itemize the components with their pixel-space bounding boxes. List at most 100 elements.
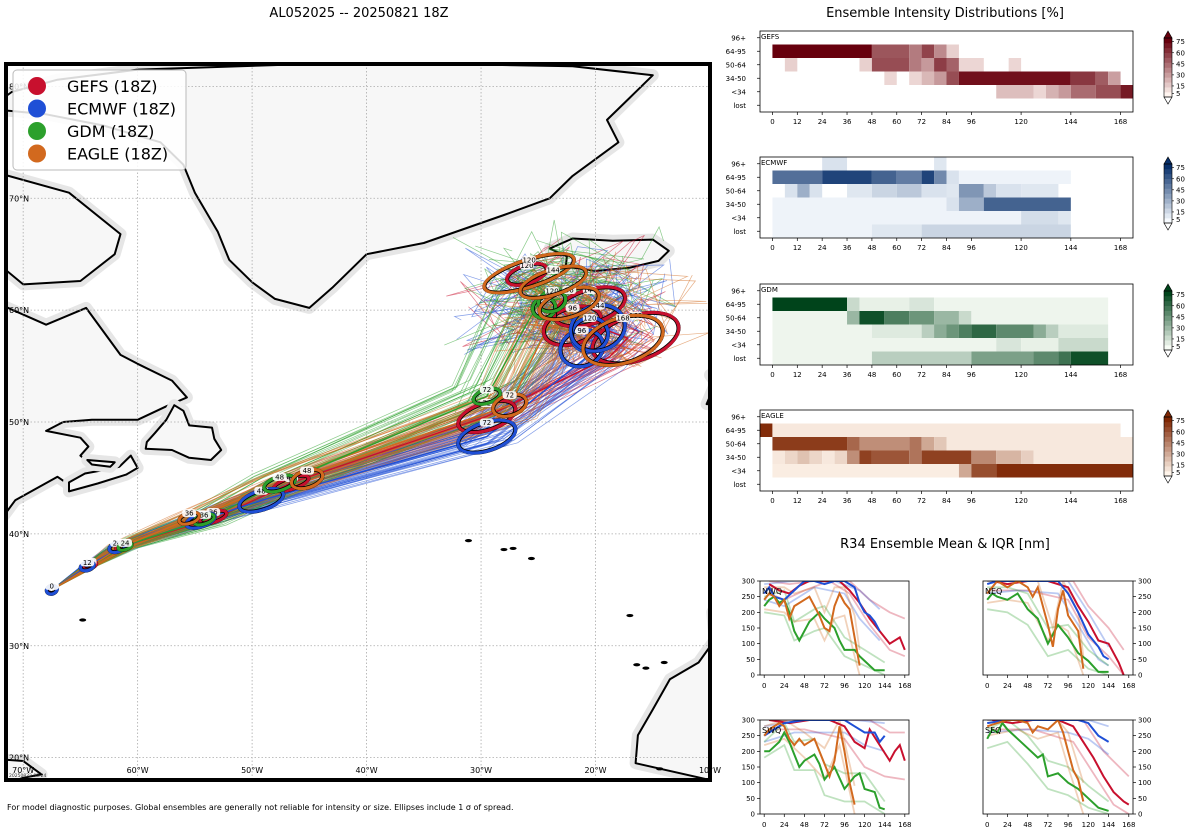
land-ireland bbox=[705, 373, 710, 406]
small-island bbox=[500, 547, 508, 552]
heatmap-cell bbox=[797, 184, 810, 198]
r34-x-label: 120 bbox=[1082, 821, 1095, 829]
colorbar-step bbox=[1164, 47, 1172, 54]
heatmap-row-label: lost bbox=[733, 228, 746, 236]
heatmap-x-label: 84 bbox=[942, 118, 951, 126]
heatmap-cell bbox=[809, 450, 823, 464]
heatmap-row-label: <34 bbox=[731, 341, 746, 349]
heatmap-x-label: 120 bbox=[1014, 497, 1027, 505]
heatmap-cell bbox=[921, 437, 935, 451]
heatmap-cell bbox=[946, 44, 959, 58]
r34-panel-nwq: NWQ 0 24 48 72 96 120 144 168 0 50 100 150 200 250 300 bbox=[742, 578, 912, 691]
heatmap-cell bbox=[884, 311, 910, 325]
heatmap-cell bbox=[772, 211, 1022, 225]
r34-iqr-ecmwf bbox=[987, 581, 1110, 648]
r34-iqr-ecmwf bbox=[987, 728, 1110, 756]
heatmap-x-label: 120 bbox=[1014, 371, 1027, 379]
r34-quadrant-label: SEQ bbox=[985, 726, 1001, 735]
r34-y-label: 300 bbox=[742, 578, 755, 586]
lon-label: 70°W bbox=[12, 766, 34, 775]
heatmap-cell bbox=[921, 58, 935, 72]
colorbar-step bbox=[1164, 300, 1172, 307]
r34-iqr-ecmwf bbox=[764, 581, 881, 610]
colorbar-step bbox=[1164, 198, 1172, 204]
ellipse-label: 72 bbox=[482, 419, 491, 427]
heatmap-name: ECMWF bbox=[761, 159, 787, 167]
heatmap-cell bbox=[1070, 71, 1096, 85]
r34-x-label: 168 bbox=[898, 821, 911, 829]
colorbar-label: 5 bbox=[1176, 90, 1180, 98]
heatmap-cell bbox=[1058, 338, 1109, 352]
r34-x-label: 168 bbox=[1122, 821, 1135, 829]
colorbar-step bbox=[1164, 461, 1172, 467]
r34-iqr-gdm bbox=[763, 743, 886, 814]
heatmap-cell bbox=[934, 297, 1109, 311]
land-nova-scotia bbox=[68, 454, 139, 493]
heatmap-cell bbox=[996, 184, 1022, 198]
colorbar-label: 30 bbox=[1176, 197, 1185, 205]
r34-y-label: 150 bbox=[742, 625, 755, 633]
map-frame bbox=[4, 62, 712, 782]
r34-y-label: 250 bbox=[1138, 593, 1151, 601]
small-island bbox=[656, 767, 664, 771]
heatmap-row-label: 34-50 bbox=[726, 328, 746, 336]
lat-label: 50°N bbox=[9, 418, 29, 427]
colorbar-step bbox=[1164, 57, 1172, 63]
heatmap-x-label: 72 bbox=[917, 497, 926, 505]
heatmap-cell bbox=[847, 297, 860, 311]
heatmap-cell bbox=[921, 44, 935, 58]
heatmap-cell bbox=[909, 71, 922, 85]
ellipse-label-bg bbox=[44, 581, 59, 590]
heatmap-x-label: 96 bbox=[967, 118, 976, 126]
heatmap-row-label: 50-64 bbox=[726, 440, 747, 448]
heatmap-x-label: 60 bbox=[892, 244, 901, 252]
colorbar-step bbox=[1164, 213, 1172, 219]
heatmap-x-label: 168 bbox=[1114, 244, 1127, 252]
colorbar-label: 45 bbox=[1176, 60, 1185, 68]
colorbar-frame bbox=[1163, 416, 1173, 477]
colorbar-step bbox=[1164, 291, 1172, 297]
r34-x-label: 48 bbox=[800, 821, 809, 829]
colorbar-step bbox=[1164, 168, 1172, 175]
heatmap-x-label: 48 bbox=[867, 244, 876, 252]
heatmap-cell bbox=[958, 58, 984, 72]
colorbar-step bbox=[1164, 330, 1172, 336]
ellipse-label: 96 bbox=[568, 304, 577, 312]
heatmap-cell bbox=[958, 184, 984, 198]
heatmap-cell bbox=[996, 338, 1022, 352]
heatmap-cell bbox=[1021, 450, 1034, 464]
land-africa-iberia bbox=[634, 644, 710, 780]
r34-x-label: 0 bbox=[762, 682, 766, 690]
r34-x-label: 0 bbox=[985, 682, 989, 690]
heatmap-cell bbox=[784, 184, 798, 198]
r34-x-label: 0 bbox=[985, 821, 989, 829]
uncertainty-ellipses: 0122436487296120144168012243648729612014… bbox=[44, 252, 681, 596]
heatmap-cell bbox=[921, 224, 1071, 238]
heatmap-x-label: 36 bbox=[843, 244, 852, 252]
heatmap-row-label: 64-95 bbox=[726, 301, 746, 309]
heatmap-cell bbox=[934, 170, 947, 184]
colorbar-step bbox=[1164, 305, 1172, 311]
heatmap-ecmwf: ECMWF 96+ 64-95 50-64 34-50 <34 lost 0 12 24 36 48 6… bbox=[726, 156, 1185, 252]
colorbar-label: 75 bbox=[1176, 38, 1185, 46]
heatmap-cell bbox=[896, 170, 922, 184]
heatmap-cell bbox=[934, 311, 959, 325]
intensity-heatmaps: GEFS 96+ 64-95 50-64 34-50 <34 lost 0 12 24 36 48 60… bbox=[726, 30, 1185, 505]
colorbar-step bbox=[1164, 466, 1172, 472]
heatmap-x-label: 168 bbox=[1114, 371, 1127, 379]
legend-label: EAGLE (18Z) bbox=[67, 145, 168, 164]
colorbar-bottom-arrow bbox=[1163, 349, 1173, 358]
heatmap-x-label: 24 bbox=[818, 371, 827, 379]
r34-x-label: 144 bbox=[1102, 682, 1116, 690]
heatmap-cell bbox=[909, 450, 922, 464]
lon-label: 50°W bbox=[241, 766, 263, 775]
heatmap-cell bbox=[834, 450, 848, 464]
r34-y-label: 250 bbox=[1138, 732, 1151, 740]
lon-label: 60°W bbox=[127, 766, 149, 775]
heatmap-cell bbox=[946, 170, 959, 184]
heatmap-cell bbox=[772, 338, 997, 352]
heatmap-x-label: 72 bbox=[917, 244, 926, 252]
heatmap-row-label: <34 bbox=[731, 88, 746, 96]
heatmap-row-label: 34-50 bbox=[726, 454, 746, 462]
